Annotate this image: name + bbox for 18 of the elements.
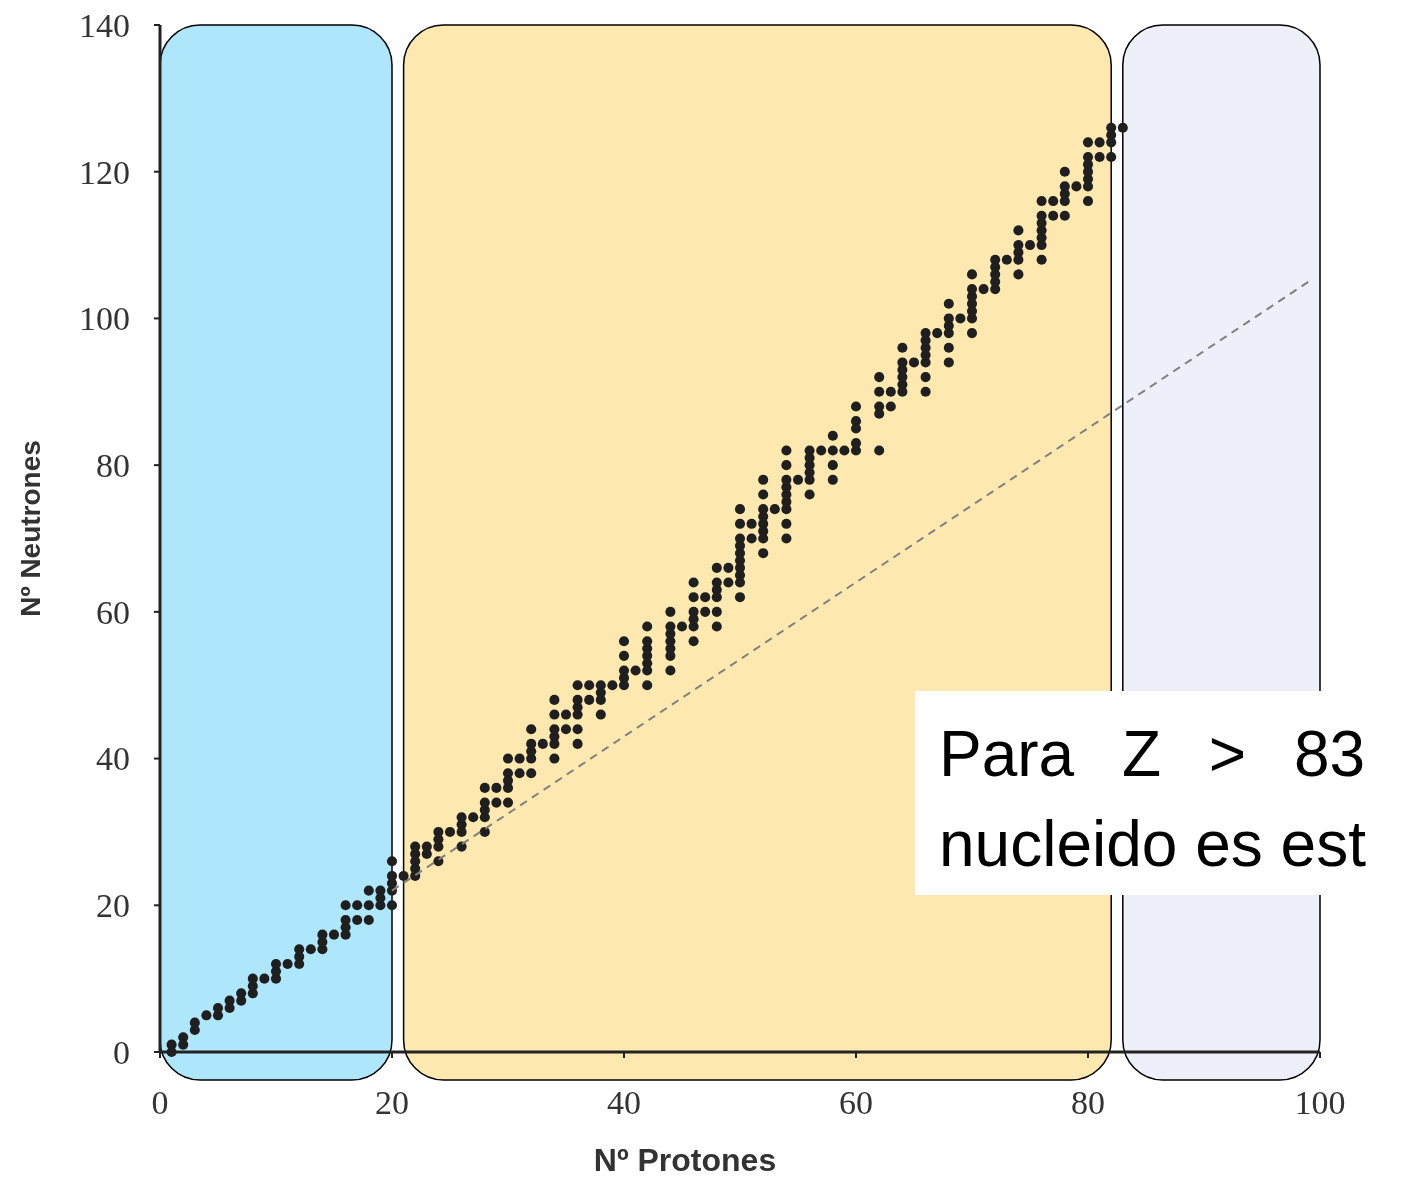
y-tick-label: 100 — [79, 300, 130, 338]
y-tick-label: 80 — [96, 447, 130, 485]
annotation: nucleido es est — [939, 808, 1367, 880]
y-axis-title: Nº Neutrones — [15, 440, 46, 617]
y-tick-label: 0 — [113, 1033, 130, 1071]
y-tick-label: 60 — [96, 593, 130, 631]
y-tick-label: 40 — [96, 740, 130, 778]
x-tick-label: 0 — [151, 1084, 169, 1121]
x-tick-label: 80 — [1071, 1084, 1105, 1121]
x-axis-title: Nº Protones — [593, 1142, 777, 1178]
x-tick-label: 40 — [607, 1084, 641, 1121]
y-tick-label: 20 — [96, 887, 130, 925]
x-tick-label: 60 — [839, 1084, 873, 1121]
annotation: Para Z > 83 — [939, 718, 1366, 790]
y-tick-label: 120 — [79, 153, 130, 191]
x-tick-label: 20 — [375, 1084, 409, 1121]
x-tick-label: 100 — [1294, 1084, 1346, 1121]
y-tick-label: 140 — [79, 6, 130, 44]
